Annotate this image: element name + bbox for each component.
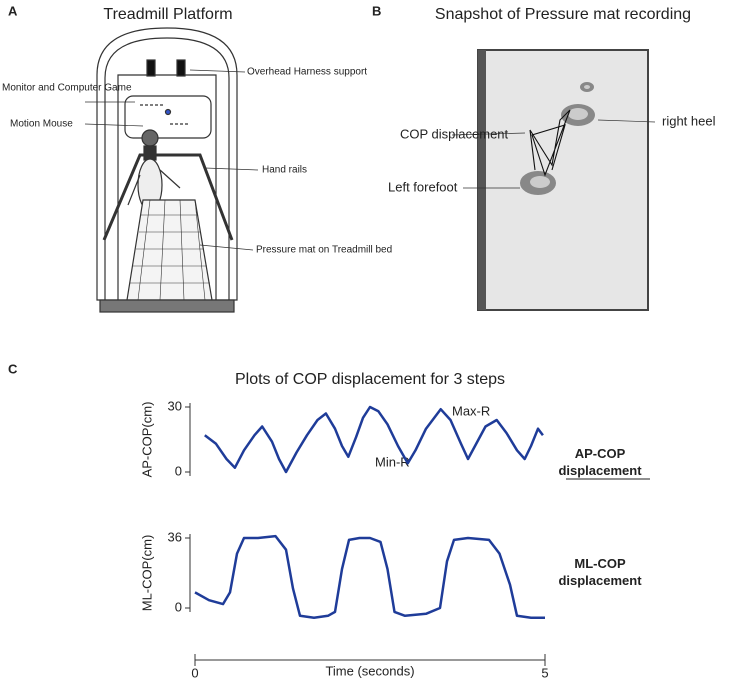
- y-tick-label: 30: [168, 398, 182, 413]
- callout: COP displacement: [400, 126, 509, 141]
- data-line: [204, 405, 544, 474]
- panel-label: B: [372, 3, 381, 18]
- y-axis-label: ML-COP(cm): [139, 535, 154, 612]
- pressure-mat: [451, 49, 656, 311]
- callout: Overhead Harness support: [247, 67, 367, 78]
- x-tick-label: 0: [191, 665, 198, 680]
- panel-label: A: [8, 3, 18, 18]
- panel-title: Snapshot of Pressure mat recording: [435, 6, 691, 23]
- x-tick-label: 5: [541, 665, 548, 680]
- panel-label: C: [8, 361, 18, 376]
- callout: Motion Mouse: [10, 119, 73, 130]
- callout: Pressure mat on Treadmill bed: [256, 245, 392, 256]
- panel-title: Treadmill Platform: [103, 6, 232, 23]
- annotation: Max-R: [452, 403, 490, 418]
- treadmill-drawing: [84, 27, 259, 313]
- side-label: AP-COP displacement: [558, 446, 642, 478]
- callout: Hand rails: [262, 165, 307, 176]
- y-tick-label: 36: [168, 529, 182, 544]
- annotation: Min-R: [375, 454, 410, 469]
- side-label: ML-COP displacement: [558, 556, 642, 588]
- callout: right heel: [662, 113, 716, 128]
- panel-title: Plots of COP displacement for 3 steps: [235, 371, 505, 388]
- y-tick-label: 0: [175, 599, 182, 614]
- callout: Left forefoot: [388, 179, 458, 194]
- data-line: [194, 534, 545, 619]
- callout: Monitor and Computer Game: [2, 83, 132, 94]
- y-tick-label: 0: [175, 463, 182, 478]
- x-axis-label: Time (seconds): [325, 663, 414, 678]
- y-axis-label: AP-COP(cm): [139, 402, 154, 478]
